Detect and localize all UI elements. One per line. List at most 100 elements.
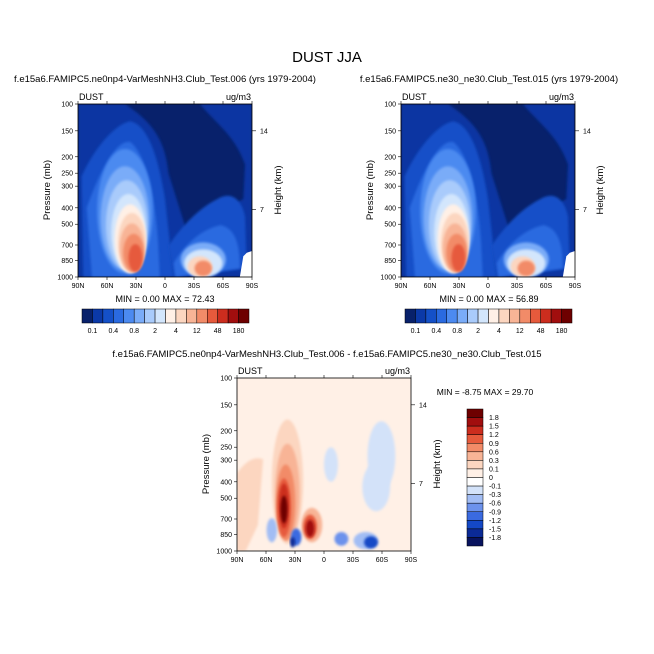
x-tick-label: 30S bbox=[347, 557, 360, 564]
panel-3: f.e15a6.FAMIPC5.ne0np4-VarMeshNH3.Club_T… bbox=[112, 349, 541, 564]
colorbar-swatch bbox=[238, 308, 250, 324]
colorbar-panel-1: 0.1 0.4 0.8 2 4 12 48 180 bbox=[81, 308, 250, 335]
panel-3-title: f.e15a6.FAMIPC5.ne0np4-VarMeshNH3.Club_T… bbox=[112, 349, 541, 360]
y-tick-label: 1000 bbox=[216, 549, 232, 556]
y-right-tick-label: 14 bbox=[419, 402, 427, 409]
panel-1-stats: MIN = 0.00 MAX = 72.43 bbox=[115, 294, 214, 304]
topography-mask bbox=[562, 251, 575, 277]
colorbar-swatch bbox=[466, 485, 484, 495]
panel-1-title: f.e15a6.FAMIPC5.ne0np4-VarMeshNH3.Club_T… bbox=[14, 74, 316, 85]
panel-2-title: f.e15a6.FAMIPC5.ne30_ne30.Club_Test.015 … bbox=[360, 74, 618, 85]
colorbar-swatch bbox=[425, 308, 437, 324]
colorbar-label: 180 bbox=[556, 328, 568, 335]
panel-1-units-label: ug/m3 bbox=[226, 92, 251, 102]
x-tick-label: 30N bbox=[289, 557, 302, 564]
y-tick-label: 700 bbox=[384, 242, 396, 249]
colorbar-label: 1.2 bbox=[489, 432, 499, 439]
y-right-tick-label: 14 bbox=[260, 128, 268, 135]
colorbar-label: -1.8 bbox=[489, 535, 501, 542]
colorbar-swatch bbox=[519, 308, 531, 324]
colorbar-swatch bbox=[404, 308, 416, 324]
x-tick-label: 90N bbox=[231, 557, 244, 564]
x-tick-label: 60N bbox=[424, 283, 437, 290]
y-right-tick-label: 14 bbox=[583, 128, 591, 135]
diff-negative-3 bbox=[362, 462, 391, 512]
y-right-tick-label: 7 bbox=[583, 207, 587, 214]
panel-3-ylabel: Pressure (mb) bbox=[201, 434, 212, 494]
x-tick-label: 0 bbox=[486, 283, 490, 290]
colorbar-swatch bbox=[466, 451, 484, 461]
y-tick-label: 400 bbox=[384, 205, 396, 212]
colorbar-swatch bbox=[466, 443, 484, 453]
y-right-tick-label: 7 bbox=[419, 481, 423, 488]
y-tick-label: 500 bbox=[384, 222, 396, 229]
colorbar-label: 180 bbox=[233, 328, 245, 335]
colorbar-swatch bbox=[415, 308, 427, 324]
colorbar-label: 1.5 bbox=[489, 424, 499, 431]
panel-3-stats: MIN = -8.75 MAX = 29.70 bbox=[437, 387, 534, 397]
x-tick-label: 60S bbox=[217, 283, 230, 290]
colorbar-label: 0.1 bbox=[411, 328, 421, 335]
contour-south-11 bbox=[194, 260, 212, 277]
colorbar-swatch bbox=[466, 468, 484, 478]
colorbar-label: 0.4 bbox=[108, 328, 118, 335]
colorbar-label: 2 bbox=[153, 328, 157, 335]
panel-2-variable-label: DUST bbox=[402, 92, 427, 102]
colorbar-panel-2: 0.1 0.4 0.8 2 4 12 48 180 bbox=[404, 308, 573, 335]
colorbar-swatch bbox=[154, 308, 166, 324]
colorbar-swatch bbox=[550, 308, 562, 324]
y-tick-label: 100 bbox=[220, 376, 232, 383]
colorbar-swatch bbox=[144, 308, 156, 324]
panel-2: f.e15a6.FAMIPC5.ne30_ne30.Club_Test.015 … bbox=[360, 74, 618, 304]
colorbar-swatch bbox=[466, 537, 484, 547]
y-tick-label: 200 bbox=[61, 154, 73, 161]
colorbar-swatch bbox=[561, 308, 573, 324]
x-tick-label: 90S bbox=[246, 283, 259, 290]
y-tick-label: 400 bbox=[61, 205, 73, 212]
panel-2-units-label: ug/m3 bbox=[549, 92, 574, 102]
colorbar-swatch bbox=[466, 502, 484, 512]
x-tick-label: 30S bbox=[188, 283, 201, 290]
colorbar-label: 0.3 bbox=[489, 458, 499, 465]
colorbar-swatch bbox=[133, 308, 145, 324]
colorbar-swatch bbox=[217, 308, 229, 324]
colorbar-swatch bbox=[509, 308, 521, 324]
colorbar-label: 0.1 bbox=[489, 466, 499, 473]
y-tick-label: 100 bbox=[61, 102, 73, 109]
colorbar-label: 1.8 bbox=[489, 415, 499, 422]
colorbar-swatch bbox=[175, 308, 187, 324]
y-tick-label: 300 bbox=[220, 458, 232, 465]
colorbar-label: 2 bbox=[476, 328, 480, 335]
x-tick-label: 90N bbox=[395, 283, 408, 290]
diff-negative-7 bbox=[364, 536, 378, 549]
x-tick-label: 0 bbox=[163, 283, 167, 290]
colorbar-swatch bbox=[123, 308, 135, 324]
diff-negative-9 bbox=[290, 537, 296, 548]
x-tick-label: 60S bbox=[540, 283, 553, 290]
diff-positive-region-west bbox=[237, 458, 264, 551]
colorbar-label: 12 bbox=[193, 328, 201, 335]
panel-3-variable-label: DUST bbox=[238, 366, 263, 376]
y-tick-label: 850 bbox=[384, 258, 396, 265]
colorbar-swatch bbox=[113, 308, 124, 324]
diff-positive-9 bbox=[305, 519, 315, 538]
x-tick-label: 90N bbox=[72, 283, 85, 290]
x-tick-label: 30N bbox=[453, 283, 466, 290]
panel-3-axes: 90N 60N 30N 0 30S 60S 90S 100 150 200 250 300 400 500… bbox=[216, 375, 427, 564]
colorbar-swatch bbox=[498, 308, 510, 324]
colorbar-label: -1.5 bbox=[489, 526, 501, 533]
colorbar-swatch bbox=[540, 308, 552, 324]
y-tick-label: 300 bbox=[61, 184, 73, 191]
x-tick-label: 60N bbox=[260, 557, 273, 564]
panel-1-ylabel-right: Height (km) bbox=[273, 165, 284, 214]
colorbar-swatch bbox=[81, 308, 93, 324]
colorbar-label: 4 bbox=[174, 328, 178, 335]
colorbar-swatch bbox=[165, 308, 177, 324]
x-tick-label: 0 bbox=[322, 557, 326, 564]
colorbar-swatch bbox=[466, 425, 484, 435]
colorbar-swatch bbox=[466, 417, 484, 427]
panel-3-ylabel-right: Height (km) bbox=[432, 439, 443, 488]
x-tick-label: 60S bbox=[376, 557, 389, 564]
colorbar-label: -0.6 bbox=[489, 501, 501, 508]
